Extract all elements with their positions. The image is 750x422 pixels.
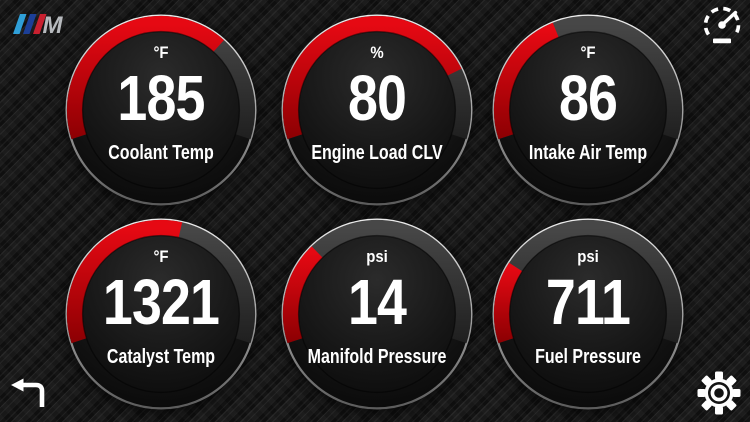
gear-icon bbox=[697, 371, 741, 415]
gauge-inner-ring bbox=[81, 234, 241, 394]
gauge-dial bbox=[281, 14, 473, 206]
gauge-unit: % bbox=[370, 43, 384, 62]
gauge-value: 86 bbox=[558, 62, 618, 134]
logo-letter-m: M bbox=[43, 13, 64, 35]
return-arrow-icon bbox=[11, 378, 45, 407]
gauge-face bbox=[281, 218, 473, 410]
back-button[interactable] bbox=[8, 376, 54, 414]
gauge-dial bbox=[492, 218, 684, 410]
gauge-value: 14 bbox=[347, 266, 407, 338]
gauge-value: 80 bbox=[347, 62, 407, 134]
gauge-value: 185 bbox=[117, 62, 205, 134]
bmw-m-logo: M bbox=[13, 13, 63, 35]
gauge-label: Catalyst Temp bbox=[106, 346, 216, 368]
gauge-inner-ring bbox=[508, 30, 668, 190]
gauge-value-arc bbox=[493, 22, 559, 140]
gauge-value: 1321 bbox=[102, 266, 220, 338]
gauge-label: Intake Air Temp bbox=[528, 142, 648, 164]
logo-stripe-lightblue bbox=[13, 14, 27, 34]
gauge-unit: psi bbox=[366, 247, 388, 266]
settings-button[interactable] bbox=[695, 370, 743, 418]
gauge-unit: °F bbox=[153, 247, 169, 266]
gauge-dial bbox=[65, 218, 257, 410]
logo-stripe-red bbox=[33, 14, 47, 34]
gauge-dial bbox=[281, 218, 473, 410]
gauge-engine-load[interactable]: % 80 Engine Load CLV bbox=[279, 12, 475, 208]
gauge-face bbox=[65, 14, 257, 206]
gauge-inner-ring bbox=[297, 30, 457, 190]
gauge-intake-air-temp[interactable]: °F 86 Intake Air Temp bbox=[490, 12, 686, 208]
gauge-catalyst-temp[interactable]: °F 1321 Catalyst Temp bbox=[63, 216, 259, 412]
gauge-dial bbox=[492, 14, 684, 206]
gauge-unit: °F bbox=[153, 43, 169, 62]
gauge-face bbox=[65, 218, 257, 410]
gauge-value-arc bbox=[282, 246, 323, 344]
gauge-face bbox=[492, 14, 684, 206]
gauge-value-arc bbox=[66, 15, 224, 140]
gauge-value: 711 bbox=[545, 266, 631, 338]
gauge-unit: °F bbox=[580, 43, 596, 62]
gauge-inner-ring bbox=[297, 234, 457, 394]
logo-stripe-darkblue bbox=[23, 14, 37, 34]
gauge-inner-ring bbox=[81, 30, 241, 190]
gauge-value-arc bbox=[66, 219, 183, 344]
speedometer-icon bbox=[703, 6, 741, 44]
gauge-value-arc bbox=[493, 262, 523, 344]
gauge-coolant-temp[interactable]: °F 185 Coolant Temp bbox=[63, 12, 259, 208]
gauge-label: Engine Load CLV bbox=[311, 142, 443, 164]
gauge-label: Coolant Temp bbox=[108, 142, 214, 164]
gauge-label: Fuel Pressure bbox=[535, 346, 641, 368]
gauge-label: Manifold Pressure bbox=[307, 346, 447, 368]
gauge-view-button[interactable] bbox=[697, 2, 747, 52]
gauge-manifold-pressure[interactable]: psi 14 Manifold Pressure bbox=[279, 216, 475, 412]
gauge-value-arc bbox=[283, 16, 462, 140]
gauge-dial bbox=[65, 14, 257, 206]
gauge-unit: psi bbox=[577, 247, 599, 266]
gauge-inner-ring bbox=[508, 234, 668, 394]
gauge-face bbox=[281, 14, 473, 206]
gauge-face bbox=[492, 218, 684, 410]
gauge-fuel-pressure[interactable]: psi 711 Fuel Pressure bbox=[490, 216, 686, 412]
